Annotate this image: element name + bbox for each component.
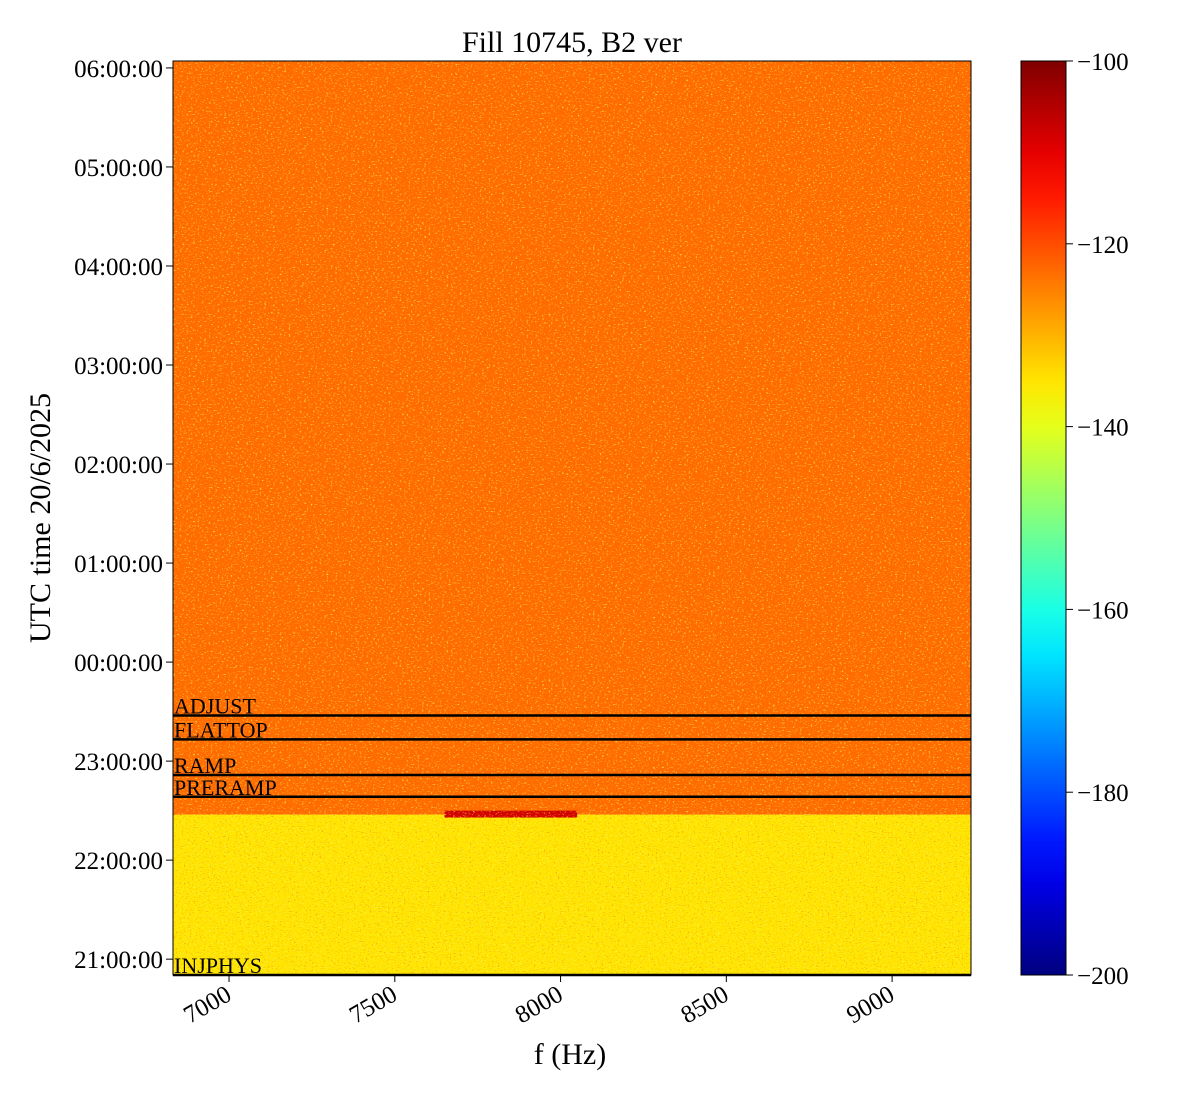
y-tick-label: 05:00:00	[74, 155, 163, 182]
y-axis-label: UTC time 20/6/2025	[24, 393, 57, 643]
colorbar-tick-label: −100	[1077, 49, 1129, 76]
y-tick-label: 23:00:00	[74, 749, 163, 776]
y-tick-label: 00:00:00	[74, 650, 163, 677]
x-tick-label: 9000	[842, 981, 899, 1029]
noise-texture	[173, 814, 971, 975]
plot-frame	[172, 60, 972, 976]
y-tick-label: 21:00:00	[74, 947, 163, 974]
x-tick-label: 7500	[345, 981, 402, 1029]
x-tick-label: 7000	[179, 981, 236, 1029]
phase-label: PRERAMP	[174, 775, 277, 800]
speckle	[444, 810, 578, 818]
x-axis-label: f (Hz)	[534, 1038, 606, 1071]
plot-area	[173, 61, 971, 975]
y-tick-label: 22:00:00	[74, 848, 163, 875]
x-tick-label: 8500	[677, 981, 734, 1029]
noise-texture	[444, 810, 578, 818]
colorbar-tick-label: −200	[1077, 963, 1129, 990]
x-tick-label: 8000	[511, 981, 568, 1029]
y-tick-label: 04:00:00	[74, 254, 163, 281]
phase-label: INJPHYS	[174, 953, 262, 978]
noise-texture	[173, 61, 971, 815]
phase-label: RAMP	[174, 753, 236, 778]
chart-title: Fill 10745, B2 ver	[462, 26, 682, 59]
y-tick-label: 03:00:00	[74, 353, 163, 380]
colorbar	[1020, 60, 1067, 976]
colorbar-tick-label: −180	[1077, 780, 1129, 807]
y-tick-label: 06:00:00	[74, 56, 163, 83]
y-tick-label: 01:00:00	[74, 551, 163, 578]
phase-label: FLATTOP	[174, 717, 268, 742]
colorbar-tick-label: −120	[1077, 232, 1129, 259]
speckle	[173, 61, 971, 815]
phase-label: ADJUST	[174, 694, 256, 719]
y-tick-label: 02:00:00	[74, 452, 163, 479]
colorbar-tick-label: −140	[1077, 415, 1129, 442]
colorbar-tick-label: −160	[1077, 597, 1129, 624]
speckle	[173, 814, 971, 975]
